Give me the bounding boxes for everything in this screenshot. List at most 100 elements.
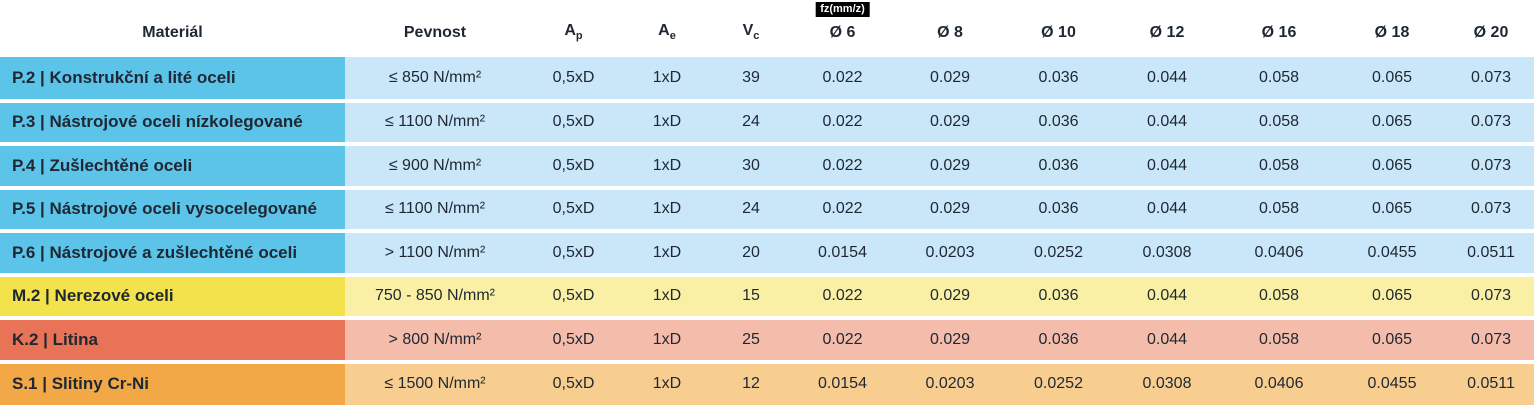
table-row: P.4 | Zušlechtěné oceli ≤ 900 N/mm² 0,5xD 1… <box>0 144 1534 190</box>
fz-cell-d10: 0.036 <box>1005 187 1112 233</box>
vc-cell: 24 <box>712 100 790 146</box>
table-row: P.3 | Nástrojové oceli nízkolegované ≤ 11… <box>0 100 1534 146</box>
header-material: Materiál <box>142 23 203 41</box>
table-header: Materiál Pevnost Ap Ae Vc fz(mm/z) Ø 6 Ø… <box>0 0 1534 57</box>
header-diameter-8: Ø 8 <box>937 23 963 41</box>
fz-cell-d16: 0.0406 <box>1222 231 1336 277</box>
vc-cell: 30 <box>712 144 790 190</box>
pevnost-cell: > 800 N/mm² <box>345 318 525 364</box>
header-vc-subscript: c <box>753 30 760 43</box>
fz-cell-d16: 0.058 <box>1222 187 1336 233</box>
fz-cell-d8: 0.0203 <box>895 231 1005 277</box>
fz-cell-d8: 0.029 <box>895 274 1005 320</box>
fz-cell-d18: 0.065 <box>1336 187 1448 233</box>
fz-cell-d10: 0.0252 <box>1005 361 1112 405</box>
fz-cell-d18: 0.065 <box>1336 318 1448 364</box>
fz-cell-d6: 0.022 <box>790 318 895 364</box>
table-row: K.2 | Litina > 800 N/mm² 0,5xD 1xD 25 0.022 0.… <box>0 318 1534 364</box>
fz-cell-d12: 0.044 <box>1112 144 1222 190</box>
material-cell: K.2 | Litina <box>0 318 345 364</box>
material-cell: P.6 | Nástrojové a zušlechtěné oceli <box>0 231 345 277</box>
fz-cell-d20: 0.073 <box>1448 100 1534 146</box>
fz-cell-d16: 0.058 <box>1222 144 1336 190</box>
ap-cell: 0,5xD <box>525 231 622 277</box>
header-diameter-10: Ø 10 <box>1041 23 1076 41</box>
fz-cell-d20: 0.073 <box>1448 187 1534 233</box>
fz-cell-d20: 0.073 <box>1448 144 1534 190</box>
pevnost-cell: ≤ 900 N/mm² <box>345 144 525 190</box>
header-ae: Ae <box>622 0 712 57</box>
fz-cell-d8: 0.029 <box>895 318 1005 364</box>
ae-cell: 1xD <box>622 144 712 190</box>
table-row: S.1 | Slitiny Cr-Ni ≤ 1500 N/mm² 0,5xD 1xD 1… <box>0 361 1534 405</box>
fz-cell-d12: 0.0308 <box>1112 231 1222 277</box>
fz-cell-d12: 0.0308 <box>1112 361 1222 405</box>
ap-cell: 0,5xD <box>525 318 622 364</box>
fz-cell-d12: 0.044 <box>1112 274 1222 320</box>
fz-cell-d20: 0.073 <box>1448 318 1534 364</box>
ae-cell: 1xD <box>622 274 712 320</box>
vc-cell: 20 <box>712 231 790 277</box>
fz-cell-d18: 0.0455 <box>1336 231 1448 277</box>
header-diameter-20: Ø 20 <box>1473 23 1509 41</box>
fz-cell-d12: 0.044 <box>1112 187 1222 233</box>
header-row: Materiál Pevnost Ap Ae Vc fz(mm/z) Ø 6 Ø… <box>0 0 1534 57</box>
vc-cell: 25 <box>712 318 790 364</box>
ae-cell: 1xD <box>622 361 712 405</box>
material-cell: P.5 | Nástrojové oceli vysocelegované <box>0 187 345 233</box>
header-ap: Ap <box>525 0 622 57</box>
header-diameter-6: fz(mm/z) Ø 6 <box>790 0 895 57</box>
fz-cell-d12: 0.044 <box>1112 100 1222 146</box>
fz-cell-d20: 0.0511 <box>1448 231 1534 277</box>
pevnost-cell: ≤ 1500 N/mm² <box>345 361 525 405</box>
table-row: P.6 | Nástrojové a zušlechtěné oceli > 11… <box>0 231 1534 277</box>
ae-cell: 1xD <box>622 187 712 233</box>
header-ap-base: A <box>564 22 576 40</box>
pevnost-cell: > 1100 N/mm² <box>345 231 525 277</box>
vc-cell: 12 <box>712 361 790 405</box>
fz-cell-d16: 0.058 <box>1222 100 1336 146</box>
ae-cell: 1xD <box>622 231 712 277</box>
fz-cell-d6: 0.0154 <box>790 231 895 277</box>
header-vc: Vc <box>712 0 790 57</box>
fz-cell-d6: 0.022 <box>790 100 895 146</box>
fz-cell-d18: 0.0455 <box>1336 361 1448 405</box>
table-row: P.2 | Konstrukční a lité oceli ≤ 850 N/mm… <box>0 57 1534 103</box>
fz-cell-d10: 0.036 <box>1005 100 1112 146</box>
ap-cell: 0,5xD <box>525 274 622 320</box>
fz-cell-d8: 0.029 <box>895 100 1005 146</box>
pevnost-cell: ≤ 1100 N/mm² <box>345 187 525 233</box>
material-cell: P.4 | Zušlechtěné oceli <box>0 144 345 190</box>
fz-cell-d10: 0.036 <box>1005 318 1112 364</box>
header-ae-subscript: e <box>669 30 676 43</box>
fz-cell-d18: 0.065 <box>1336 144 1448 190</box>
fz-cell-d6: 0.022 <box>790 274 895 320</box>
ap-cell: 0,5xD <box>525 100 622 146</box>
table-row: M.2 | Nerezové oceli 750 - 850 N/mm² 0,5xD… <box>0 274 1534 320</box>
fz-cell-d18: 0.065 <box>1336 57 1448 103</box>
fz-cell-d10: 0.036 <box>1005 57 1112 103</box>
header-ae-base: A <box>658 22 670 40</box>
fz-cell-d10: 0.036 <box>1005 274 1112 320</box>
ae-cell: 1xD <box>622 57 712 103</box>
ap-cell: 0,5xD <box>525 187 622 233</box>
fz-cell-d16: 0.0406 <box>1222 361 1336 405</box>
table-body: P.2 | Konstrukční a lité oceli ≤ 850 N/mm… <box>0 57 1534 405</box>
fz-cell-d6: 0.022 <box>790 57 895 103</box>
fz-cell-d8: 0.0203 <box>895 361 1005 405</box>
pevnost-cell: ≤ 850 N/mm² <box>345 57 525 103</box>
material-cell: M.2 | Nerezové oceli <box>0 274 345 320</box>
fz-cell-d6: 0.0154 <box>790 361 895 405</box>
header-ap-subscript: p <box>575 30 583 43</box>
fz-cell-d20: 0.0511 <box>1448 361 1534 405</box>
fz-cell-d6: 0.022 <box>790 144 895 190</box>
fz-cell-d12: 0.044 <box>1112 318 1222 364</box>
header-diameter-6-label: Ø 6 <box>829 23 856 41</box>
vc-cell: 39 <box>712 57 790 103</box>
fz-cell-d8: 0.029 <box>895 187 1005 233</box>
fz-cell-d16: 0.058 <box>1222 274 1336 320</box>
ae-cell: 1xD <box>622 318 712 364</box>
header-vc-base: V <box>742 22 754 40</box>
vc-cell: 15 <box>712 274 790 320</box>
